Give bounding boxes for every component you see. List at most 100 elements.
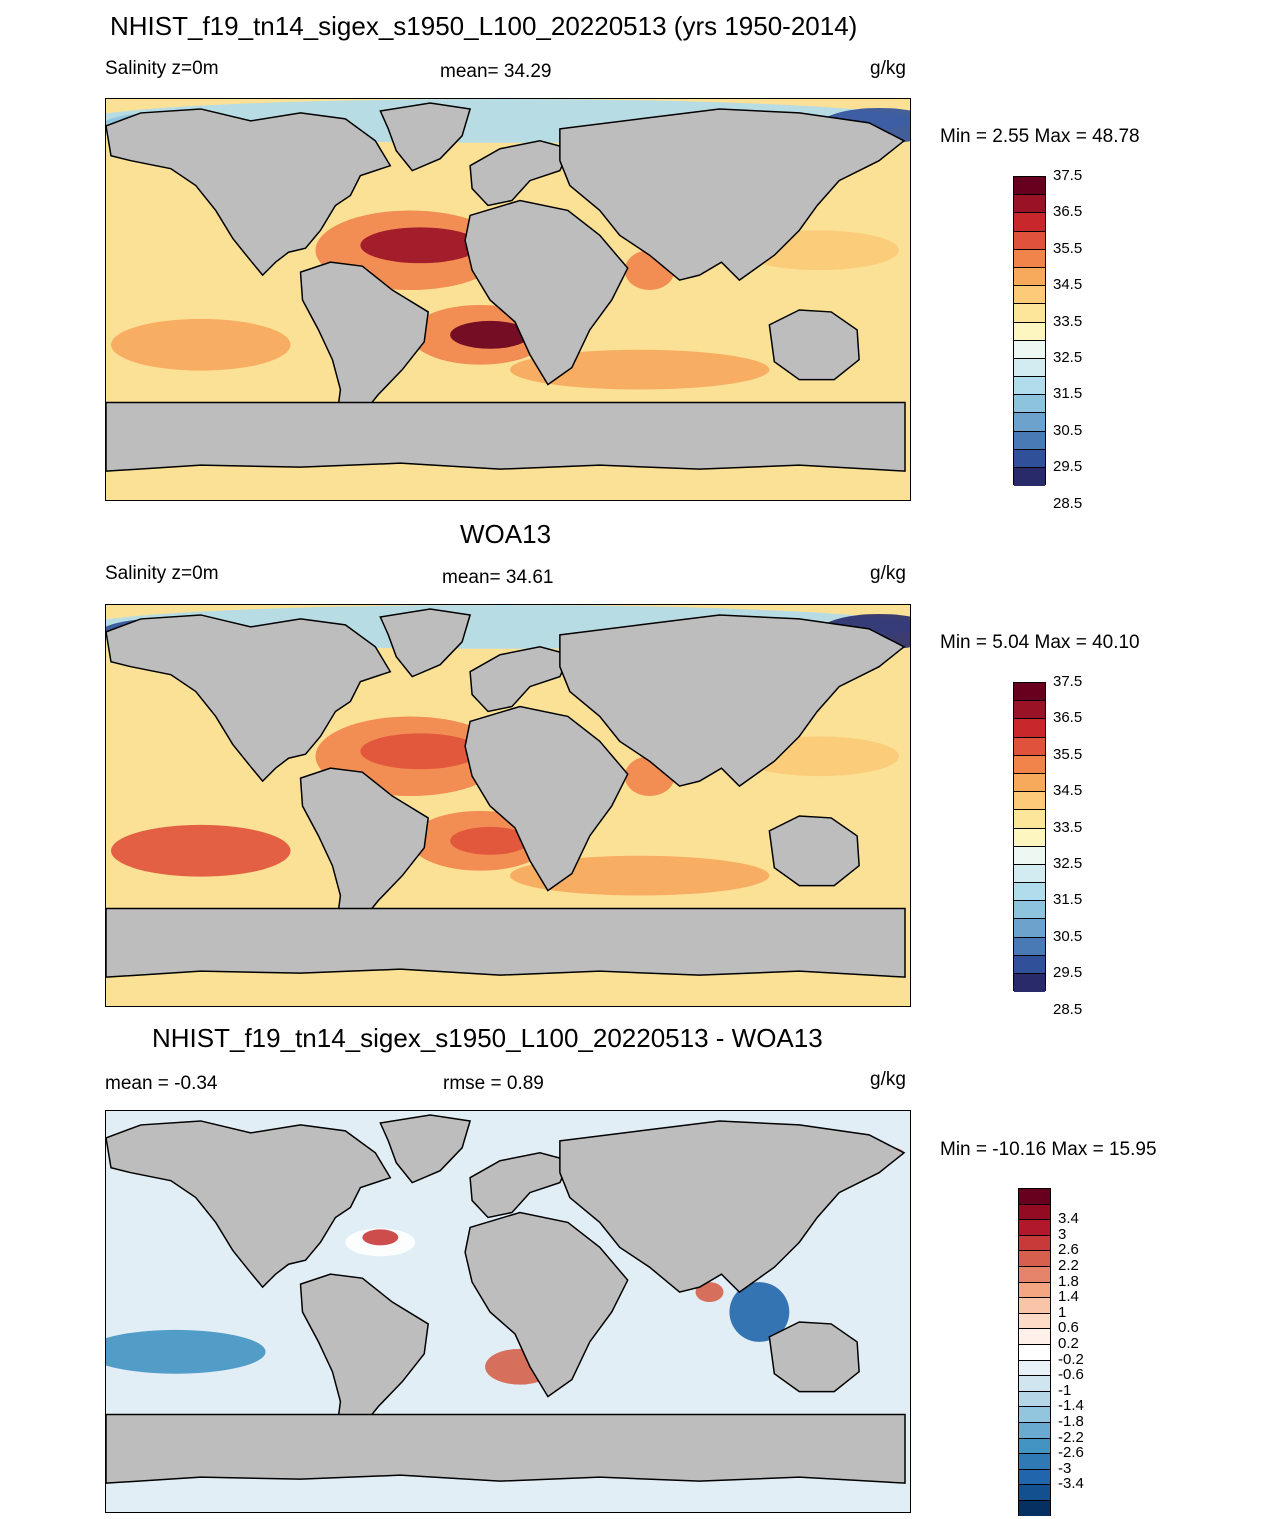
- panel3-colorbar-swatch: [1019, 1391, 1050, 1408]
- panel1-colorbar-swatch: [1014, 195, 1045, 214]
- panel1-map: [105, 98, 911, 501]
- panel2-map-landmass: [469, 646, 571, 713]
- panel2-map-landmass: [106, 907, 906, 978]
- panel1-colorbar-boxes: [1013, 176, 1046, 487]
- panel3-colorbar-swatch: [1019, 1344, 1050, 1361]
- panel3-colorbar-swatch: [1019, 1438, 1050, 1455]
- panel1-colorbar-label: 31.5: [1053, 385, 1083, 403]
- panel2-minmax: Min = 5.04 Max = 40.10: [940, 632, 1140, 653]
- panel3-map: [105, 1110, 911, 1513]
- panel2-colorbar-label: 30.5: [1053, 927, 1083, 945]
- panel3-colorbar-label: -1.8: [1058, 1413, 1084, 1430]
- panel3-units: g/kg: [870, 1069, 906, 1090]
- panel3-colorbar-label: 1.4: [1058, 1288, 1079, 1306]
- panel2-map-landmass: [379, 608, 472, 678]
- panel2-colorbar-swatch: [1014, 792, 1045, 811]
- panel2-colorbar-swatch: [1014, 755, 1045, 774]
- panel1-colorbar-swatch: [1014, 340, 1045, 359]
- panel2-map-landmass: [464, 705, 629, 892]
- panel3-colorbar-swatch: [1019, 1360, 1050, 1377]
- panel1-minmax: Min = 2.55 Max = 48.78: [940, 126, 1140, 147]
- panel2-colorbar-swatch: [1014, 937, 1045, 956]
- panel2-colorbar-label: 28.5: [1053, 1000, 1083, 1018]
- panel1-colorbar-label: 34.5: [1053, 276, 1083, 294]
- panel1-map-landmass: [469, 140, 571, 207]
- panel3-colorbar-label: -1: [1058, 1381, 1072, 1399]
- panel3-colorbar-swatch: [1019, 1500, 1050, 1517]
- panel1-colorbar-label: 30.5: [1053, 421, 1083, 439]
- panel3-colorbar-swatch: [1019, 1376, 1050, 1392]
- panel2-title: WOA13: [460, 519, 552, 549]
- panel2-map-field: [106, 605, 910, 1006]
- panel2-map: [105, 604, 911, 1007]
- panel3-rmse: rmse = 0.89: [443, 1073, 544, 1094]
- panel1-variable-label: Salinity z=0m: [105, 58, 219, 79]
- panel2-colorbar-label: 34.5: [1053, 782, 1083, 800]
- panel1-colorbar-swatch: [1014, 304, 1045, 323]
- panel3-colorbar-swatch: [1019, 1189, 1050, 1205]
- panel3-map-landmass: [106, 1413, 906, 1484]
- panel3-colorbar-label: -2.2: [1058, 1428, 1084, 1446]
- panel1-colorbar-swatch: [1014, 213, 1045, 232]
- panel2-colorbar-label: 35.5: [1053, 745, 1083, 763]
- panel3-colorbar-label: -0.2: [1058, 1350, 1084, 1368]
- panel3-colorbar-swatch: [1019, 1485, 1050, 1501]
- panel1-colorbar-label: 36.5: [1053, 203, 1083, 221]
- panel3-colorbar-label: 3.4: [1058, 1210, 1079, 1228]
- panel2-units: g/kg: [870, 563, 906, 584]
- panel2-variable-label: Salinity z=0m: [105, 563, 219, 584]
- panel1-mean: mean= 34.29: [440, 61, 552, 82]
- panel3-colorbar-boxes: [1018, 1188, 1051, 1517]
- panel3-map-landmass: [379, 1114, 472, 1184]
- panel1-colorbar-swatch: [1014, 286, 1045, 305]
- panel1-colorbar-swatch: [1014, 395, 1045, 414]
- panel1-colorbar-label: 37.5: [1053, 167, 1083, 184]
- panel1-colorbar-swatch: [1014, 322, 1045, 341]
- panel1-colorbar-swatch: [1014, 267, 1045, 287]
- panel3-colorbar-label: 2.2: [1058, 1257, 1079, 1274]
- panel3-colorbar-label: -1.4: [1058, 1397, 1084, 1415]
- panel3-mean: mean = -0.34: [105, 1073, 218, 1094]
- panel2-colorbar-swatch: [1014, 683, 1045, 702]
- panel3-colorbar-label: 2.6: [1058, 1241, 1079, 1259]
- panel3-map-contour-region: [695, 1282, 724, 1303]
- panel2-colorbar-swatch: [1014, 864, 1045, 884]
- panel3-map-contour-region: [106, 1329, 266, 1374]
- panel1-map-field: [106, 99, 910, 500]
- panel1-colorbar-label: 29.5: [1053, 458, 1083, 476]
- panel3-map-contour-region: [729, 1282, 790, 1342]
- panel3-map-landmass: [559, 1120, 906, 1294]
- panel1-map-contour-region: [450, 320, 530, 349]
- panel1-colorbar-swatch: [1014, 358, 1045, 378]
- panel2-colorbar-boxes: [1013, 682, 1046, 993]
- panel2-colorbar-label: 33.5: [1053, 818, 1083, 836]
- panel2-colorbar-swatch: [1014, 737, 1045, 756]
- panel3-colorbar-swatch: [1019, 1329, 1050, 1345]
- panel1-colorbar-label: 35.5: [1053, 239, 1083, 257]
- panel3-colorbar-swatch: [1019, 1454, 1050, 1470]
- panel3-colorbar-swatch: [1019, 1204, 1050, 1221]
- panel2-colorbar-swatch: [1014, 773, 1045, 793]
- panel2-colorbar-swatch: [1014, 846, 1045, 865]
- panel1-colorbar-swatch: [1014, 249, 1045, 268]
- panel2-map-contour-region: [360, 733, 481, 770]
- panel2-colorbar-label: 36.5: [1053, 709, 1083, 727]
- panel2-colorbar-swatch: [1014, 883, 1045, 902]
- panel1-colorbar-swatch: [1014, 431, 1045, 450]
- panel2-map-contour-region: [450, 826, 530, 855]
- panel2-colorbar-swatch: [1014, 719, 1045, 738]
- panel3-colorbar-label: 1.8: [1058, 1272, 1079, 1290]
- panel3-map-contour-region: [362, 1229, 399, 1246]
- panel1-map-landmass: [559, 108, 906, 282]
- panel1-map-landmass: [106, 401, 906, 472]
- panel1-colorbar-swatch: [1014, 468, 1045, 487]
- panel3-colorbar-label: -3.4: [1058, 1475, 1084, 1493]
- panel3-colorbar-label: 1: [1058, 1303, 1067, 1321]
- panel3-map-landmass: [464, 1211, 629, 1398]
- panel2-map-landmass: [768, 815, 860, 887]
- panel1-colorbar-swatch: [1014, 231, 1045, 250]
- panel2-colorbar-swatch: [1014, 810, 1045, 829]
- panel2-colorbar-swatch: [1014, 701, 1045, 720]
- panel3-colorbar-label: -2.6: [1058, 1444, 1084, 1462]
- panel3-colorbar-label: -0.6: [1058, 1366, 1084, 1384]
